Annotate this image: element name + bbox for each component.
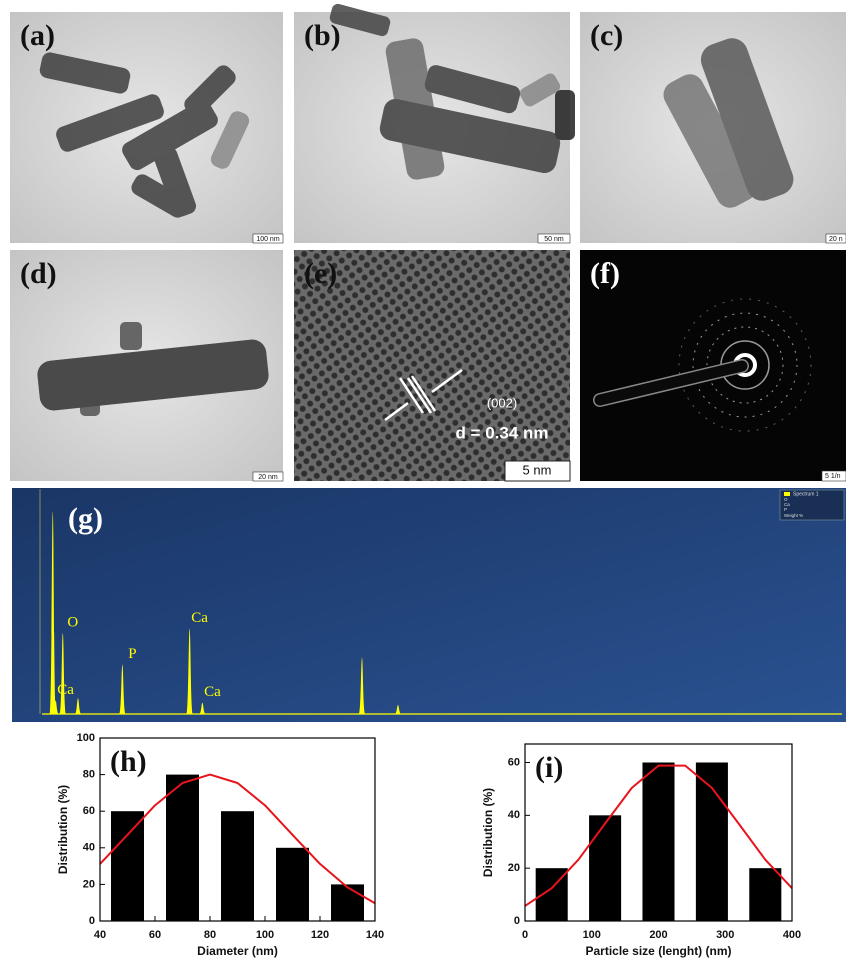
panel-label: (h) — [110, 745, 147, 778]
scale-bar-label: 50 nm — [544, 236, 564, 243]
legend-item: P — [784, 507, 787, 512]
tem-panel-c: (c) 20 n — [580, 12, 846, 243]
bar — [221, 811, 254, 921]
bar — [642, 762, 674, 921]
x-tick-label: 140 — [366, 929, 384, 941]
panel-label: (c) — [590, 19, 623, 52]
scale-bar-label: 5 1/n — [825, 473, 841, 480]
x-tick-label: 60 — [149, 929, 161, 941]
x-tick-label: 200 — [649, 929, 667, 941]
figure: (a) 100 nm (b) 50 nm (c) 20 n — [0, 0, 846, 961]
scale-bar-label: 20 nm — [258, 474, 278, 481]
bar — [166, 775, 199, 921]
y-tick-label: 40 — [83, 842, 95, 854]
scale-bar-label: 5 nm — [523, 462, 552, 477]
peak-label: Ca — [204, 684, 221, 700]
x-tick-label: 300 — [716, 929, 734, 941]
x-axis-title: Diameter (nm) — [197, 944, 278, 958]
y-tick-label: 80 — [83, 769, 95, 781]
y-tick-label: 20 — [83, 878, 95, 890]
peak-label: Ca — [57, 682, 74, 698]
y-axis-title: Distribution (%) — [481, 788, 495, 877]
tem-panel-a: (a) 100 nm — [10, 12, 283, 243]
peak-label: Ca — [191, 610, 208, 626]
plane-label: (002) — [487, 395, 517, 410]
scale-bar-label: 100 nm — [256, 236, 280, 243]
panel-label: (f) — [590, 257, 620, 290]
bar — [276, 848, 309, 921]
bar — [331, 884, 364, 921]
tem-panel-b: (b) 50 nm — [294, 3, 575, 243]
x-tick-label: 100 — [256, 929, 274, 941]
y-tick-label: 60 — [83, 805, 95, 817]
x-tick-label: 80 — [204, 929, 216, 941]
panel-label: (d) — [20, 257, 57, 290]
legend-title: Spectrum 1 — [793, 491, 819, 497]
peak-label: O — [67, 614, 78, 630]
bar — [111, 811, 144, 921]
legend-footer: Weight % — [784, 513, 803, 518]
panel-label: (g) — [68, 502, 103, 535]
panel-label: (a) — [20, 19, 55, 52]
panel-label: (i) — [535, 751, 563, 784]
y-axis-title: Distribution (%) — [56, 785, 70, 874]
y-tick-label: 20 — [508, 862, 520, 874]
y-tick-label: 100 — [77, 732, 95, 744]
saed-panel-f: (f) 5 1/n — [580, 250, 846, 481]
hrtem-panel-e: (e) (002) d = 0.34 nm 5 nm — [294, 250, 570, 481]
x-tick-label: 400 — [783, 929, 801, 941]
peak-label: P — [128, 646, 136, 662]
eds-background — [12, 488, 846, 722]
x-axis-title: Particle size (lenght) (nm) — [585, 944, 731, 958]
bar — [589, 815, 621, 921]
panel-label: (e) — [304, 257, 337, 290]
tem-panel-d: (d) 20 nm — [10, 250, 283, 481]
bar — [749, 868, 781, 921]
bar — [696, 762, 728, 921]
x-tick-label: 0 — [522, 929, 528, 941]
y-tick-label: 40 — [508, 809, 520, 821]
y-tick-label: 60 — [508, 756, 520, 768]
panel-label: (b) — [304, 19, 341, 52]
x-tick-label: 40 — [94, 929, 106, 941]
x-tick-label: 120 — [311, 929, 329, 941]
x-tick-label: 100 — [583, 929, 601, 941]
legend-swatch — [784, 492, 790, 496]
y-tick-label: 0 — [514, 915, 520, 927]
scale-bar-label: 20 n — [829, 236, 843, 243]
spacing-label: d = 0.34 nm — [455, 423, 548, 442]
y-tick-label: 0 — [89, 915, 95, 927]
